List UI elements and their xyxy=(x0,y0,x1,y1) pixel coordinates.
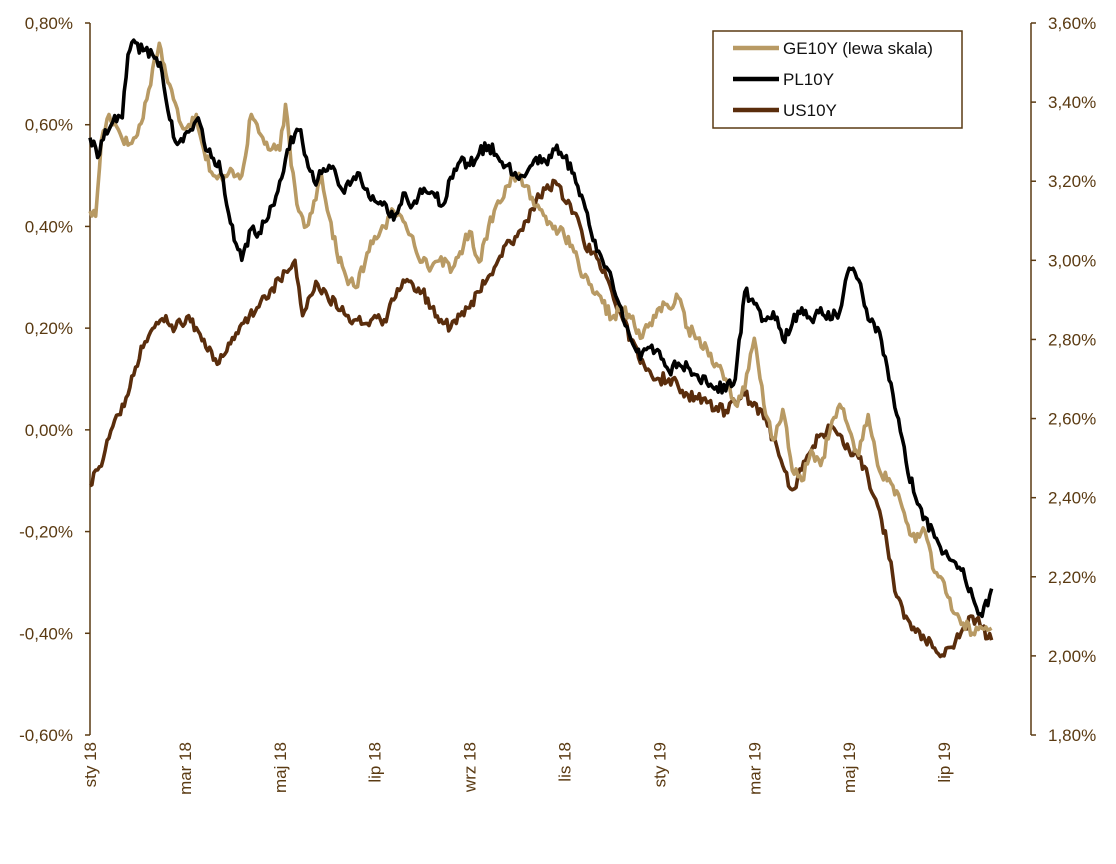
series-lines xyxy=(88,38,994,659)
y-right-tick-label: 2,00% xyxy=(1048,647,1096,666)
legend-label: US10Y xyxy=(783,101,837,120)
y-left-tick-label: -0,20% xyxy=(19,523,73,542)
x-tick-label: maj 18 xyxy=(271,742,290,793)
legend: GE10Y (lewa skala) PL10Y US10Y xyxy=(712,30,963,129)
y-left-tick-label: -0,40% xyxy=(19,624,73,643)
x-tick-label: lis 18 xyxy=(556,742,575,782)
y-right-tick-label: 3,60% xyxy=(1048,14,1096,33)
y-right-tick-label: 2,40% xyxy=(1048,489,1096,508)
y-right-tick-label: 2,20% xyxy=(1048,568,1096,587)
x-tick-label: mar 18 xyxy=(176,742,195,795)
y-left-tick-label: 0,00% xyxy=(25,421,73,440)
x-tick-labels: sty 18 mar 18 maj 18 lip 18 wrz 18 lis 18 sty … xyxy=(81,742,954,795)
y-left-tick-label: -0,60% xyxy=(19,726,73,745)
x-tick-label: sty 18 xyxy=(81,742,100,787)
x-tick-label: lip 19 xyxy=(935,742,954,783)
y-right-tick-label: 3,20% xyxy=(1048,172,1096,191)
y-left-tick-label: 0,40% xyxy=(25,217,73,236)
y-right-tick-label: 3,00% xyxy=(1048,251,1096,270)
legend-label: GE10Y (lewa skala) xyxy=(783,39,933,58)
legend-label: PL10Y xyxy=(783,70,834,89)
y-right-ticks: 3,60% 3,40% 3,20% 3,00% 2,80% 2,60% 2,40% 2,20%… xyxy=(1031,14,1096,745)
y-right-tick-label: 3,40% xyxy=(1048,93,1096,112)
y-left-tick-label: 0,20% xyxy=(25,319,73,338)
y-right-tick-label: 1,80% xyxy=(1048,726,1096,745)
y-right-tick-label: 2,60% xyxy=(1048,410,1096,429)
y-left-ticks: 0,80% 0,60% 0,40% 0,20% 0,00% -0,20% -0,40% -0,… xyxy=(19,14,90,745)
series-line-pl10y xyxy=(88,38,994,619)
y-right-tick-label: 2,80% xyxy=(1048,330,1096,349)
y-left-tick-label: 0,80% xyxy=(25,14,73,33)
x-tick-label: wrz 18 xyxy=(461,742,480,793)
x-tick-label: maj 19 xyxy=(840,742,859,793)
x-tick-label: mar 19 xyxy=(745,742,764,795)
series-line-us10y xyxy=(89,178,994,659)
y-left-tick-label: 0,60% xyxy=(25,116,73,135)
series-line-ge10y xyxy=(88,41,993,637)
x-tick-label: sty 19 xyxy=(650,742,669,787)
x-tick-label: lip 18 xyxy=(366,742,385,783)
